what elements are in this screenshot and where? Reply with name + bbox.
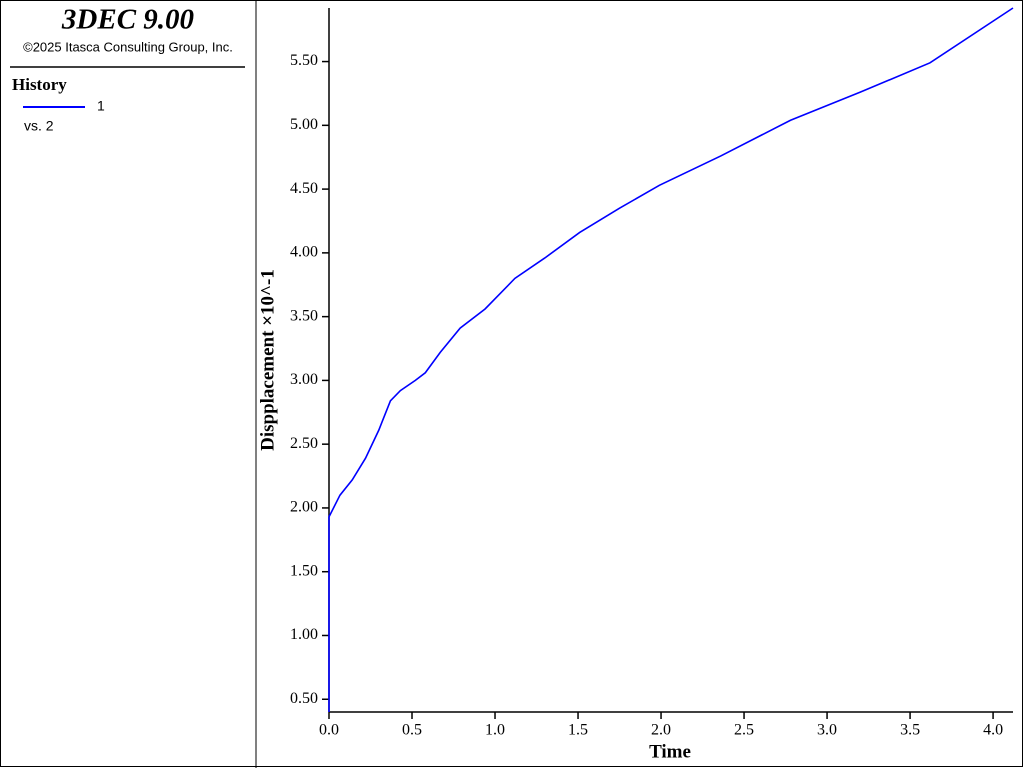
x-tick-label: 2.0 (651, 722, 671, 739)
data-line (328, 7, 1014, 712)
y-tick-label: 5.50 (290, 52, 318, 69)
y-tick-label: 3.50 (290, 307, 318, 324)
y-tick-label: 0.50 (290, 690, 318, 707)
legend-title: History (12, 75, 67, 94)
y-tick-label: 4.50 (290, 180, 318, 197)
app-title: 3DEC 9.00 (61, 4, 194, 36)
x-tick-label: 2.5 (734, 722, 754, 739)
copyright: ©2025 Itasca Consulting Group, Inc. (23, 39, 233, 54)
legend-entry: 1 (97, 98, 105, 114)
y-tick-label: 4.00 (290, 244, 318, 261)
x-tick-label: 1.5 (568, 722, 588, 739)
y-tick-label: 2.50 (290, 435, 318, 452)
y-tick-label: 1.00 (290, 626, 318, 643)
y-tick-label: 3.00 (290, 371, 318, 388)
y-axis-label: Dispplacement ×10^-1 (257, 269, 278, 451)
y-tick-label: 2.00 (290, 499, 318, 516)
x-axis-label: Time (649, 741, 691, 762)
x-tick-label: 4.0 (983, 722, 1003, 739)
x-tick-label: 3.0 (817, 722, 837, 739)
x-tick-label: 3.5 (900, 722, 920, 739)
y-tick-label: 5.00 (290, 116, 318, 133)
legend-note: vs. 2 (24, 118, 54, 134)
y-tick-label: 1.50 (290, 562, 318, 579)
x-tick-label: 1.0 (485, 722, 505, 739)
x-tick-label: 0.0 (319, 722, 339, 739)
x-tick-label: 0.5 (402, 722, 422, 739)
